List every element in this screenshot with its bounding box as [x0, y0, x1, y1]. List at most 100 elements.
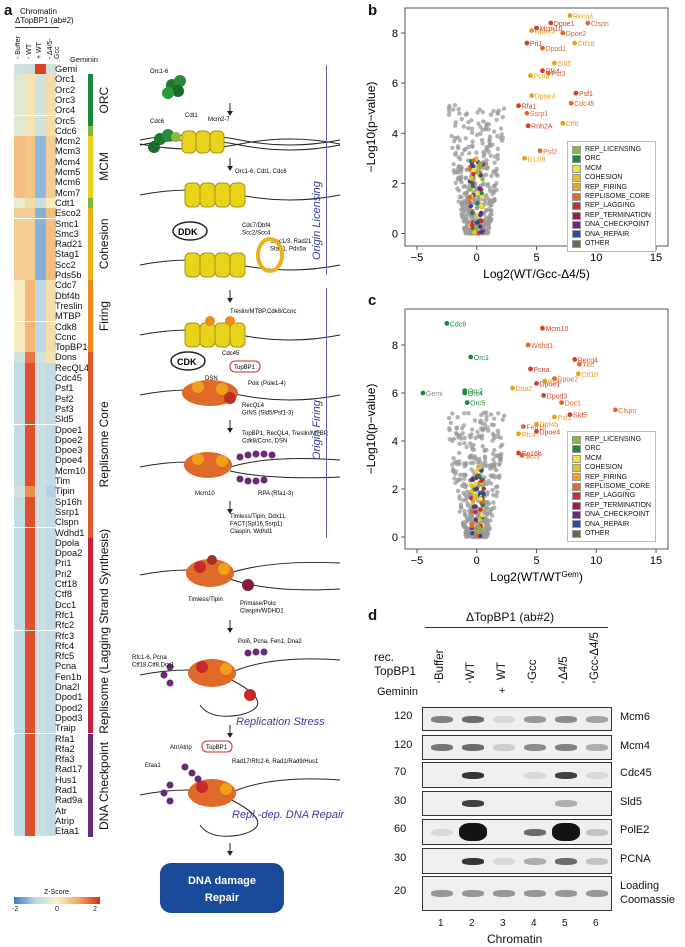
cdk-label: CDK	[177, 357, 197, 367]
legend-swatch	[572, 192, 581, 201]
heatmap-cell	[35, 84, 46, 95]
heatmap-cell	[24, 311, 35, 322]
heatmap-gene-label: Dpod3	[55, 712, 83, 723]
category-label: ORC	[97, 86, 111, 114]
background-point	[488, 112, 494, 117]
heatmap-cell	[35, 558, 46, 569]
background-point	[455, 169, 460, 175]
legend-item: OTHER	[572, 529, 651, 538]
legend-swatch	[572, 202, 581, 211]
heatmap-cell	[24, 455, 35, 466]
heatmap-cell	[45, 774, 56, 785]
legend-swatch	[572, 239, 581, 248]
category-point	[478, 496, 483, 501]
legend-swatch	[572, 482, 581, 491]
heatmap-cell	[14, 414, 25, 425]
heatmap-cell	[14, 290, 25, 301]
heatmap-cell	[14, 476, 25, 487]
legend-item: REP_LAGGING	[572, 491, 651, 501]
x-tick-label: 10	[590, 555, 602, 567]
heatmap-cell	[14, 558, 25, 569]
blot-band	[493, 744, 515, 751]
background-point	[472, 454, 478, 459]
heatmap-cell	[14, 671, 25, 682]
background-point	[496, 475, 502, 480]
background-point	[484, 166, 490, 171]
background-point	[487, 215, 492, 220]
heatmap-cell	[45, 496, 56, 507]
legend-label: REP_LAGGING	[585, 492, 636, 500]
heatmap-cell	[35, 774, 46, 785]
checkpoint-label: Rad17/Rfc2-6, Rad1/Rad9/Hus1	[232, 759, 319, 765]
background-point	[452, 103, 458, 108]
background-point	[452, 476, 457, 481]
heatmap-cell	[45, 630, 56, 641]
point-label: Fen1b	[526, 425, 546, 432]
legend-item: REPLISOME_CORE	[572, 192, 651, 201]
background-point	[491, 129, 497, 134]
background-point	[459, 195, 464, 200]
heatmap-cell	[35, 300, 46, 312]
heatmap-gene-label: Atrip	[55, 815, 75, 826]
heatmap-cell	[24, 156, 35, 167]
background-point	[482, 426, 487, 432]
heatmap-cell	[45, 651, 56, 662]
heatmap-cell	[24, 774, 35, 785]
category-point	[475, 200, 480, 206]
category-point	[481, 491, 486, 497]
background-point	[463, 472, 468, 478]
background-point	[457, 461, 462, 467]
stage-orc: Orc1-6	[139, 69, 341, 150]
background-point	[466, 411, 471, 416]
primase-label: Primase/Polα Claspin/WDHD1	[240, 601, 284, 615]
damage-box-line1: DNA damage	[188, 875, 256, 887]
x-tick-label: 5	[533, 555, 539, 567]
legend-swatch	[572, 145, 581, 154]
background-point	[466, 120, 471, 125]
category-label: Replisome (Lagging Strand Synthesis)	[97, 528, 111, 734]
heatmap-gene-label: Pcna	[55, 661, 77, 672]
heatmap-gene-label: Stag1	[55, 249, 80, 260]
background-point	[485, 518, 490, 524]
background-point	[483, 532, 489, 537]
category-label: DNA Checkpoint	[97, 740, 111, 830]
heatmap-cell	[45, 506, 56, 518]
background-point	[475, 110, 480, 115]
category-point	[477, 533, 483, 539]
category-point	[468, 187, 473, 192]
heatmap-cell	[14, 362, 25, 373]
background-point	[486, 522, 491, 528]
x-tick-label: 5	[533, 252, 539, 264]
heatmap-cell	[35, 239, 46, 250]
heatmap-gene-label: Cdc7	[55, 280, 77, 291]
heatmap-cell	[45, 105, 56, 116]
background-point	[470, 139, 475, 144]
heatmap-gene-label: Orc3	[55, 94, 76, 105]
geminin-mark: +	[499, 685, 506, 697]
labeled-point	[567, 13, 573, 18]
category-point	[472, 229, 477, 235]
volcano-plot-c: −5 0 5 10 15 0 2 4 6 8 Log2(WT/WTGem) −Log10(p−valu…	[364, 308, 669, 584]
molecular-weight-label: 20	[394, 884, 407, 897]
background-point	[492, 461, 497, 466]
blot-band	[493, 715, 515, 723]
blot-band	[552, 823, 580, 841]
heatmap-cell	[24, 300, 35, 312]
heatmap-cell	[14, 352, 25, 363]
background-point	[477, 434, 483, 439]
background-point	[494, 166, 499, 172]
background-point	[492, 183, 497, 189]
point-label: Psf2	[543, 149, 557, 156]
legend-label: MCM	[585, 164, 602, 172]
legend-item: OTHER	[572, 239, 651, 248]
lane-label: WT	[496, 662, 508, 680]
heatmap-cell	[45, 785, 56, 796]
legend-label: REP_TERMINATION	[585, 211, 651, 219]
background-point	[457, 111, 462, 116]
point-label: Clspn	[618, 408, 636, 415]
background-point	[463, 462, 469, 467]
labeled-point	[524, 110, 530, 116]
heatmap-gene-label: Dcc1	[55, 599, 77, 610]
heatmap-cell	[35, 156, 46, 167]
background-point	[485, 490, 490, 495]
